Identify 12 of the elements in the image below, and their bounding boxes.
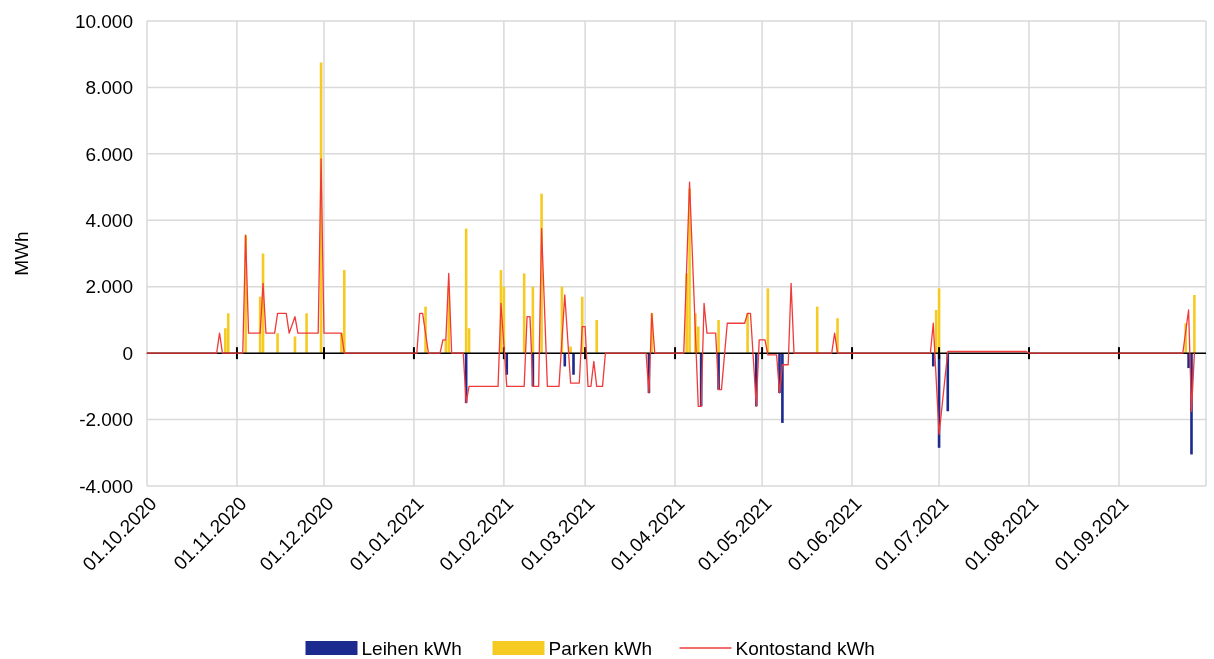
legend-label: Kontostand kWh [735,637,875,659]
y-axis-title: MWh [11,231,32,276]
y-tick-label: 0 [122,342,133,364]
y-tick-label: 8.000 [85,77,133,99]
legend-label: Parken kWh [548,637,652,659]
legend-label: Leihen kWh [361,637,462,659]
y-tick-label: 4.000 [85,209,133,231]
y-tick-label: -2.000 [79,409,133,431]
y-tick-label: 6.000 [85,143,133,165]
y-tick-label: 10.000 [74,10,133,32]
y-tick-label: 2.000 [85,276,133,298]
y-tick-label: -4.000 [79,475,133,497]
